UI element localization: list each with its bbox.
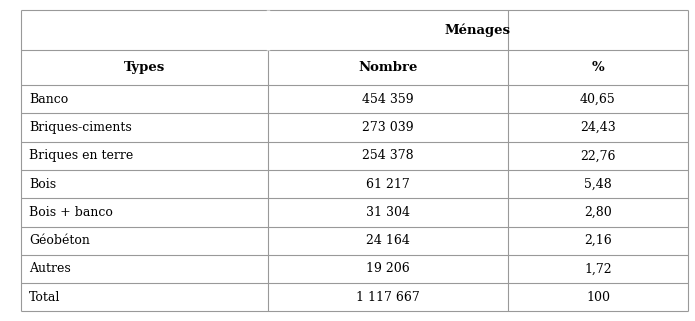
Text: Géobéton: Géobéton [29, 234, 90, 247]
Text: 24 164: 24 164 [366, 234, 410, 247]
Text: Nombre: Nombre [358, 61, 418, 74]
Text: Banco: Banco [29, 93, 68, 106]
Text: 31 304: 31 304 [366, 206, 410, 219]
Text: 5,48: 5,48 [584, 178, 612, 191]
Text: 100: 100 [586, 291, 610, 304]
Text: Briques-ciments: Briques-ciments [29, 121, 132, 134]
Text: 2,80: 2,80 [584, 206, 612, 219]
Text: 1,72: 1,72 [584, 263, 612, 275]
Text: 19 206: 19 206 [366, 263, 409, 275]
Text: Types: Types [124, 61, 165, 74]
Text: 273 039: 273 039 [362, 121, 414, 134]
Text: 24,43: 24,43 [580, 121, 616, 134]
Text: Bois + banco: Bois + banco [29, 206, 113, 219]
Text: Ménages: Ménages [445, 23, 511, 37]
Text: 2,16: 2,16 [584, 234, 612, 247]
Text: 1 117 667: 1 117 667 [356, 291, 420, 304]
Text: 454 359: 454 359 [362, 93, 414, 106]
Text: Briques en terre: Briques en terre [29, 149, 133, 162]
Text: 40,65: 40,65 [580, 93, 616, 106]
Text: Total: Total [29, 291, 60, 304]
Text: 61 217: 61 217 [366, 178, 409, 191]
Text: %: % [591, 61, 605, 74]
Text: Autres: Autres [29, 263, 71, 275]
Text: 22,76: 22,76 [580, 149, 616, 162]
Text: Bois: Bois [29, 178, 56, 191]
Text: 254 378: 254 378 [362, 149, 414, 162]
